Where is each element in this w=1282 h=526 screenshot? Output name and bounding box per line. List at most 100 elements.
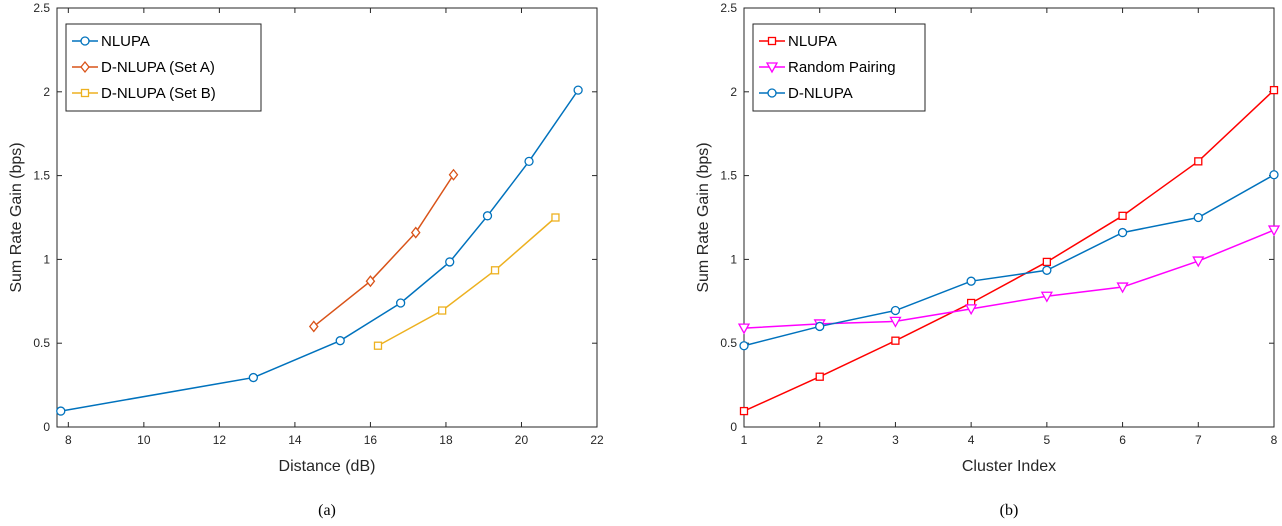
legend: NLUPA Random Pairing D-NLUPA	[752, 23, 926, 112]
data-point	[890, 305, 901, 316]
data-point	[966, 276, 976, 286]
legend-item: D-NLUPA (Set A)	[72, 59, 215, 76]
data-point	[815, 321, 825, 332]
x-tick-label: 18	[439, 433, 453, 447]
series-nlupa	[56, 85, 583, 416]
data-point	[248, 372, 259, 383]
data-point	[335, 336, 345, 346]
data-point	[395, 298, 406, 308]
data-point	[739, 341, 749, 351]
y-tick-label: 2	[43, 85, 50, 99]
data-point	[490, 266, 500, 275]
data-point	[1269, 85, 1279, 95]
y-tick-label: 1.5	[33, 169, 50, 183]
data-point	[410, 226, 421, 239]
y-tick-label: 0.5	[33, 336, 50, 350]
series-line	[743, 229, 1275, 329]
legend-label: NLUPA	[101, 33, 150, 50]
x-tick-label: 20	[515, 433, 529, 447]
x-tick-label: 14	[288, 433, 302, 447]
x-tick-label: 10	[137, 433, 151, 447]
data-point	[1267, 225, 1281, 237]
data-point	[56, 406, 66, 416]
x-tick-label: 16	[364, 433, 378, 447]
x-tick-label: 4	[968, 433, 975, 447]
x-tick-label: 3	[892, 433, 899, 447]
data-point	[739, 406, 749, 416]
legend-item: D-NLUPA (Set B)	[72, 85, 216, 102]
series-random-pairing	[737, 225, 1281, 335]
legend-item: D-NLUPA	[759, 85, 853, 102]
x-tick-label: 6	[1119, 433, 1126, 447]
x-tick-label: 1	[741, 433, 748, 447]
data-point	[891, 336, 900, 345]
x-tick-label: 2	[816, 433, 823, 447]
legend-label: D-NLUPA (Set B)	[101, 85, 216, 102]
y-tick-label: 1	[730, 252, 737, 266]
series-d-nlupa-set-a	[308, 168, 459, 333]
data-point	[551, 213, 560, 222]
y-tick-label: 2	[730, 85, 737, 99]
data-point	[1040, 291, 1053, 303]
plot-area	[743, 7, 1275, 428]
panel-caption: (a)	[318, 502, 336, 519]
y-tick-label: 2.5	[720, 1, 737, 15]
data-point	[1118, 211, 1127, 220]
legend-label: D-NLUPA	[788, 85, 853, 102]
y-tick-label: 0.5	[720, 336, 737, 350]
legend-marker	[80, 88, 90, 98]
data-point	[889, 316, 902, 328]
data-point	[1042, 257, 1052, 267]
legend: NLUPA D-NLUPA (Set A) D-NLUPA (Set B)	[65, 23, 262, 112]
y-tick-label: 0	[730, 420, 737, 434]
y-tick-label: 1.5	[720, 169, 737, 183]
legend-marker	[767, 36, 777, 46]
chart-panel-b: 1 2 3 4 5 6 7 8 0 0.5 1 1.5 2 2.5 Cluster Index Sum Rat…	[695, 1, 1281, 519]
legend-marker	[80, 36, 90, 46]
data-point	[815, 372, 824, 381]
y-tick-label: 0	[43, 420, 50, 434]
data-point	[445, 257, 455, 267]
x-axis-label: Cluster Index	[962, 458, 1056, 475]
legend-label: D-NLUPA (Set A)	[101, 59, 215, 76]
x-tick-label: 12	[213, 433, 227, 447]
x-tick-label: 5	[1044, 433, 1051, 447]
data-point	[1042, 265, 1052, 275]
chart-panel-a: 8 10 12 14 16 18 20 22 0 0.5 1 1.5 2 2.5 Distance (dB)…	[8, 1, 604, 519]
plot-area	[56, 7, 598, 428]
series-nlupa	[739, 85, 1279, 416]
series-d-nlupa-set-b	[373, 213, 560, 350]
data-point	[482, 211, 493, 221]
series-line	[377, 216, 556, 347]
legend-item: NLUPA	[72, 33, 150, 50]
data-point	[1193, 212, 1203, 223]
data-point	[448, 168, 459, 181]
x-tick-label: 7	[1195, 433, 1202, 447]
x-axis-label: Distance (dB)	[279, 458, 376, 475]
series-line	[60, 89, 579, 412]
x-tick-label: 8	[65, 433, 72, 447]
data-point	[524, 156, 534, 167]
data-point	[573, 85, 583, 95]
data-point	[737, 323, 751, 335]
data-point	[1117, 227, 1128, 238]
legend-item: NLUPA	[759, 33, 837, 50]
legend-label: NLUPA	[788, 33, 837, 50]
data-point	[373, 341, 383, 350]
data-point	[1194, 157, 1203, 166]
legend-marker	[765, 62, 779, 74]
legend-item: Random Pairing	[759, 59, 896, 76]
data-point	[1192, 256, 1205, 268]
y-tick-label: 1	[43, 252, 50, 266]
data-point	[1269, 170, 1279, 180]
data-point	[308, 320, 319, 333]
data-point	[1116, 282, 1129, 294]
series-line	[743, 174, 1275, 347]
y-axis-label: Sum Rate Gain (bps)	[8, 142, 25, 292]
y-tick-label: 2.5	[33, 1, 50, 15]
legend-marker	[767, 88, 777, 98]
legend-label: Random Pairing	[788, 59, 896, 76]
series-d-nlupa	[739, 170, 1279, 351]
data-point	[965, 304, 978, 316]
